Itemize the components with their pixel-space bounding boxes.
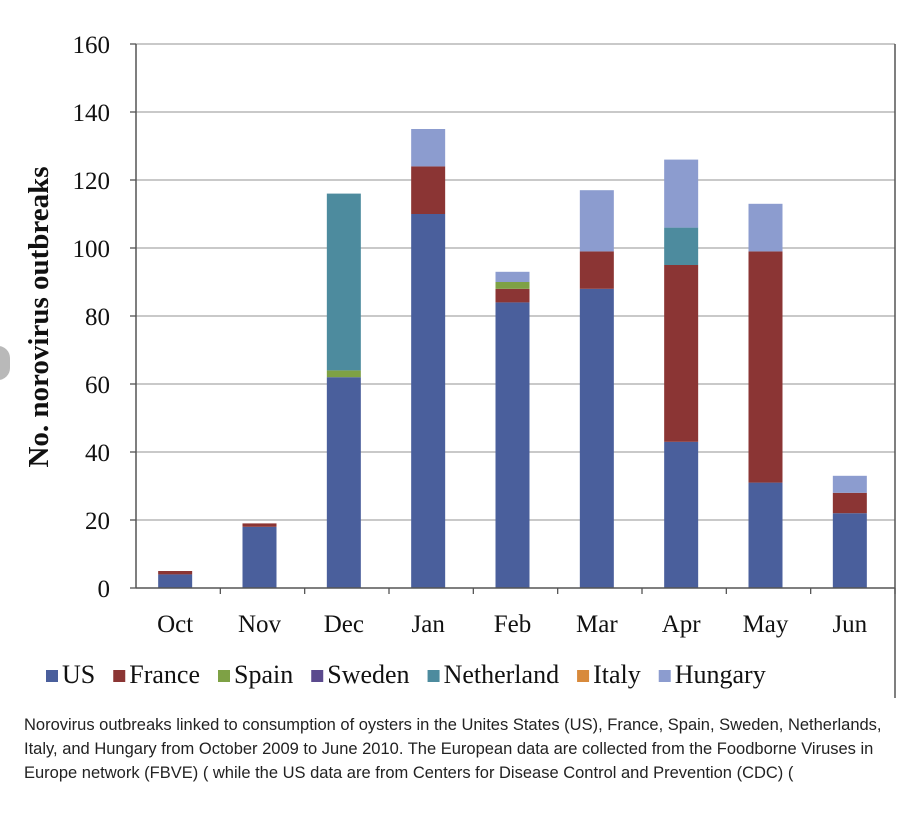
x-tick-label: Feb <box>494 611 532 638</box>
bar-netherland-dec <box>326 193 361 371</box>
bar-us-dec <box>326 377 361 588</box>
legend-swatch-france <box>113 670 126 682</box>
bar-us-nov <box>242 526 277 588</box>
y-ticks: 0 20 40 60 80 100 120 140 160 <box>73 32 136 603</box>
legend-swatch-spain <box>218 670 230 682</box>
bar-spain-feb <box>495 282 530 289</box>
x-tick-label: Dec <box>324 611 364 638</box>
legend-label-france: France <box>129 660 200 689</box>
y-tick-label: 0 <box>98 576 111 603</box>
bar-netherland-apr <box>664 227 699 265</box>
x-tick-label: Oct <box>157 611 193 638</box>
x-tick-label: Jun <box>832 611 867 638</box>
legend: US France Spain Sweden Netherland Italy Hungar… <box>46 660 766 689</box>
bar-hungary-jun <box>832 475 867 493</box>
x-tick-label: Nov <box>238 611 282 638</box>
bar-france-oct <box>158 571 193 575</box>
bar-us-feb <box>495 302 530 588</box>
x-ticks: Oct Nov Dec Jan Feb Mar Apr May Jun <box>157 588 896 638</box>
bar-spain-dec <box>326 370 361 378</box>
bar-hungary-jan <box>411 129 446 167</box>
x-tick-label: May <box>743 611 789 638</box>
x-tick-label: Jan <box>412 611 446 638</box>
legend-swatch-us <box>46 670 58 682</box>
y-tick-label: 60 <box>85 372 110 399</box>
legend-label-hungary: Hungary <box>675 660 766 689</box>
legend-swatch-italy <box>577 670 590 682</box>
bar-us-apr <box>664 441 699 588</box>
legend-label-spain: Spain <box>234 660 293 689</box>
legend-label-italy: Italy <box>593 660 641 689</box>
bars <box>158 129 867 588</box>
y-tick-label: 120 <box>73 168 111 195</box>
bar-us-jan <box>411 214 446 588</box>
stacked-bar-chart: 0 20 40 60 80 100 120 140 160 Oct Nov Dec Jan Feb Mar… <box>23 32 896 698</box>
legend-label-sweden: Sweden <box>327 660 409 689</box>
bar-hungary-apr <box>664 159 699 228</box>
bar-us-oct <box>158 574 193 588</box>
y-tick-label: 40 <box>85 440 110 467</box>
legend-swatch-netherland <box>427 670 440 682</box>
bar-hungary-mar <box>579 190 614 252</box>
bar-france-may <box>748 251 783 483</box>
bar-hungary-may <box>748 203 783 252</box>
bar-france-mar <box>579 251 614 289</box>
scroll-handle[interactable] <box>0 346 10 380</box>
y-axis-label: No. norovirus outbreaks <box>23 166 55 467</box>
y-tick-label: 80 <box>85 304 110 331</box>
y-tick-label: 20 <box>85 508 110 535</box>
bar-france-feb <box>495 288 530 303</box>
bar-hungary-feb <box>495 271 530 282</box>
y-tick-label: 140 <box>73 100 111 127</box>
bar-france-apr <box>664 265 699 442</box>
y-tick-label: 160 <box>73 32 111 59</box>
bar-us-mar <box>579 288 614 588</box>
bar-france-nov <box>242 523 277 527</box>
legend-label-netherland: Netherland <box>444 660 560 689</box>
bar-france-jun <box>832 492 867 514</box>
legend-swatch-hungary <box>658 670 671 682</box>
legend-swatch-sweden <box>311 670 324 682</box>
bar-us-may <box>748 482 783 588</box>
legend-label-us: US <box>62 660 95 689</box>
y-tick-label: 100 <box>73 236 111 263</box>
x-tick-label: Mar <box>576 611 618 638</box>
bar-france-jan <box>411 166 446 214</box>
bar-us-jun <box>832 513 867 588</box>
x-tick-label: Apr <box>662 611 702 638</box>
figure-caption: Norovirus outbreaks linked to consumptio… <box>24 716 882 782</box>
